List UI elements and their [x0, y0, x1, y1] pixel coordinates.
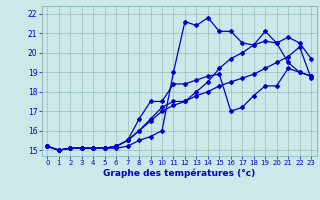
X-axis label: Graphe des températures (°c): Graphe des températures (°c)	[103, 169, 255, 178]
